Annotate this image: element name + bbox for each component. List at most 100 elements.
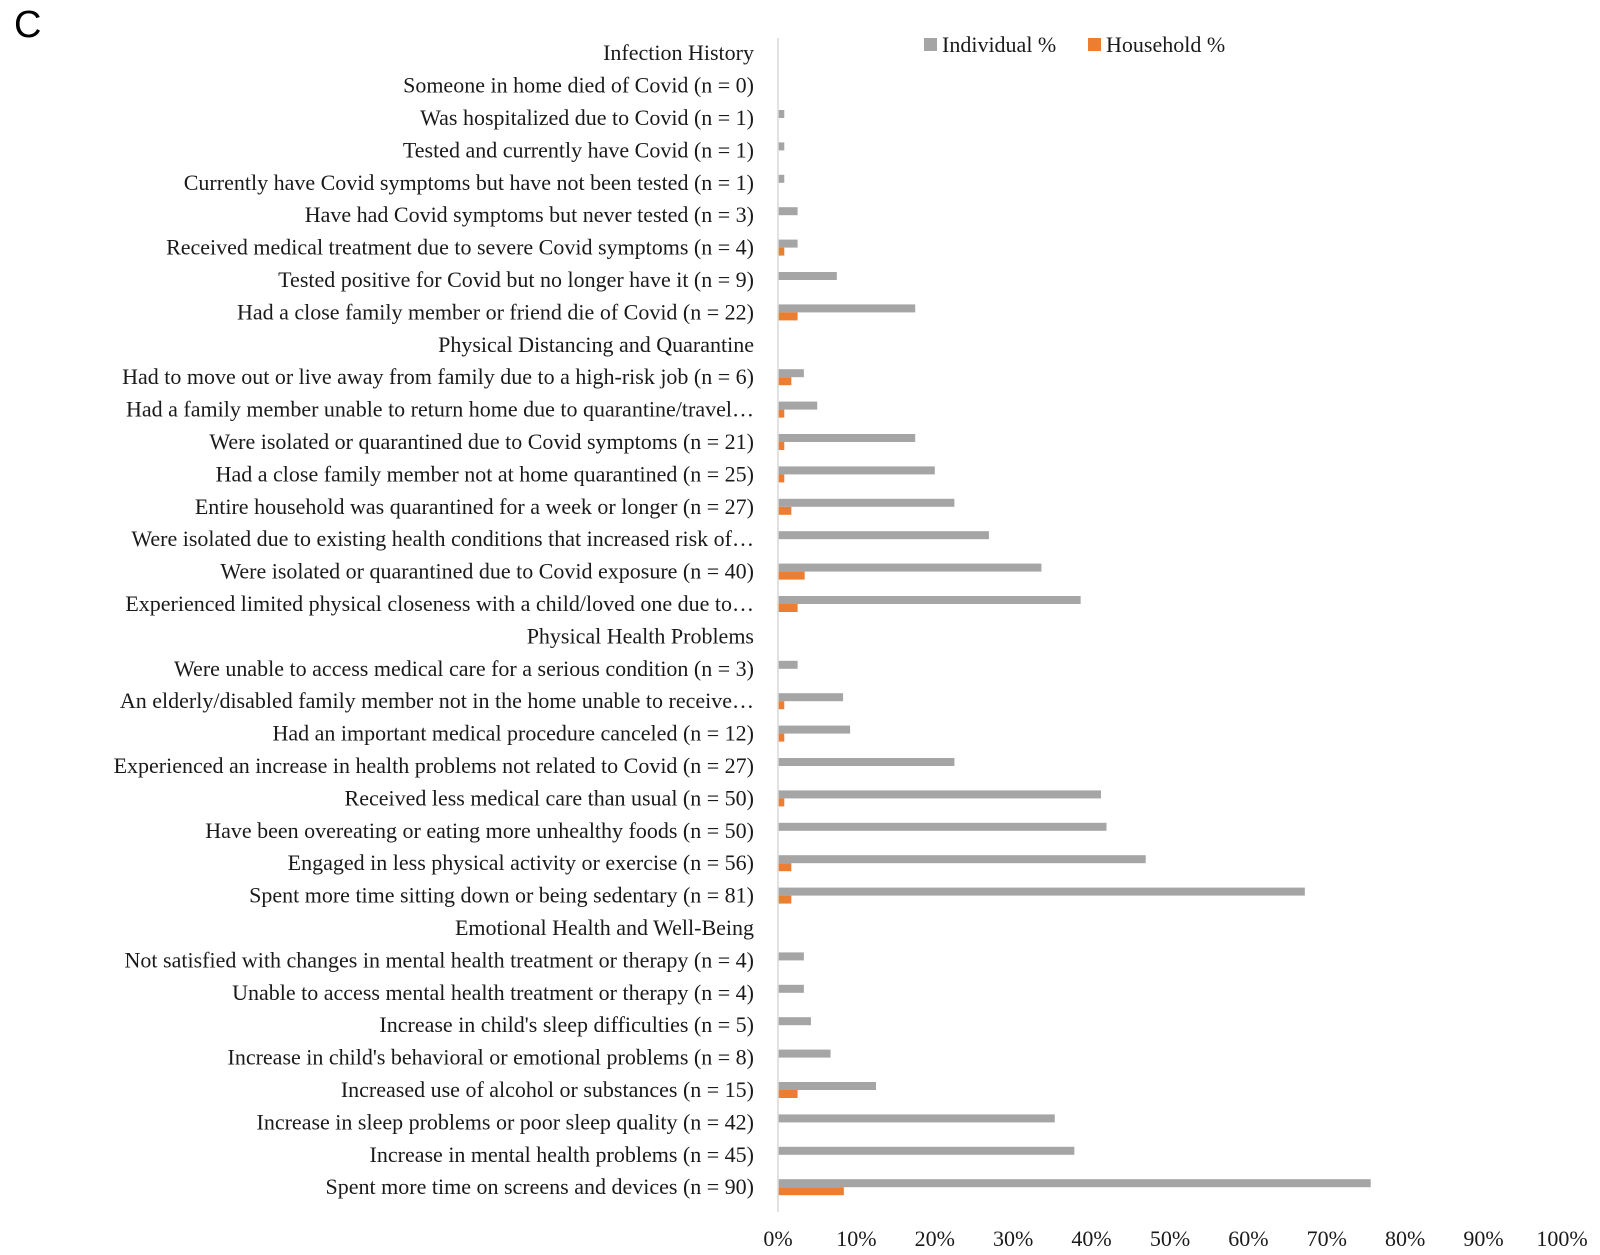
category-label: Physical Health Problems <box>527 623 754 648</box>
category-label: Were isolated or quarantined due to Covi… <box>209 429 754 454</box>
bar-household <box>778 1187 844 1196</box>
x-tick-label: 10% <box>836 1226 876 1251</box>
bar-individual <box>778 1114 1055 1123</box>
category-label: Had a family member unable to return hom… <box>126 397 754 422</box>
bar-household <box>778 247 785 256</box>
category-label: An elderly/disabled family member not in… <box>120 688 754 713</box>
category-label: Received medical treatment due to severe… <box>166 235 754 260</box>
category-label: Were isolated or quarantined due to Covi… <box>220 559 754 584</box>
category-label: Increase in sleep problems or poor sleep… <box>257 1109 754 1134</box>
category-label: Had an important medical procedure cance… <box>272 721 754 746</box>
bar-individual <box>778 239 798 248</box>
bar-individual <box>778 207 798 216</box>
legend-swatch-individual <box>924 38 937 51</box>
bar-household <box>778 377 792 386</box>
bar-individual <box>778 401 818 410</box>
category-label: Increased use of alcohol or substances (… <box>341 1077 754 1102</box>
bar-individual <box>778 887 1305 896</box>
category-label: Engaged in less physical activity or exe… <box>288 850 754 875</box>
bar-individual <box>778 855 1146 864</box>
bar-individual <box>778 531 989 540</box>
x-tick-label: 40% <box>1071 1226 1111 1251</box>
x-tick-label: 90% <box>1463 1226 1503 1251</box>
bar-household <box>778 895 792 904</box>
category-label: Have had Covid symptoms but never tested… <box>305 202 754 227</box>
bar-household <box>778 1090 798 1098</box>
x-tick-label: 80% <box>1385 1226 1425 1251</box>
bar-individual <box>778 790 1102 799</box>
bar-household <box>778 604 798 612</box>
category-label: Spent more time on screens and devices (… <box>326 1174 754 1199</box>
bar-household <box>778 571 805 580</box>
bar-individual <box>778 174 785 183</box>
bar-individual <box>778 596 1081 604</box>
bar-individual <box>778 822 1107 831</box>
category-label: Entire household was quarantined for a w… <box>195 494 754 519</box>
category-label: Experienced limited physical closeness w… <box>125 591 754 616</box>
category-labels: Infection History Someone in home died of… <box>114 40 754 1199</box>
bar-individual <box>778 272 837 280</box>
legend: Individual % Household % <box>924 32 1225 57</box>
bar-household <box>778 798 785 807</box>
legend-label-household: Household % <box>1106 32 1225 57</box>
category-label: Emotional Health and Well-Being <box>455 915 754 940</box>
bar-individual <box>778 434 916 442</box>
bar-individual <box>778 1049 831 1058</box>
legend-swatch-household <box>1088 38 1101 51</box>
bar-individual <box>778 1146 1075 1155</box>
bar-individual <box>778 369 804 378</box>
category-label: Someone in home died of Covid (n = 0) <box>403 73 754 98</box>
category-label: Increase in child's behavioral or emotio… <box>228 1045 755 1070</box>
bar-individual <box>778 952 804 961</box>
x-tick-label: 0% <box>763 1226 792 1251</box>
bar-individual <box>778 758 955 766</box>
category-label: Experienced an increase in health proble… <box>114 753 754 778</box>
bar-household <box>778 312 798 321</box>
bar-individual <box>778 1017 811 1026</box>
bars <box>778 110 1371 1196</box>
bar-individual <box>778 1082 876 1090</box>
category-label: Had a close family member not at home qu… <box>216 461 754 486</box>
x-axis-ticks: 0% 10% 20% 30% 40% 50% 60% 70% 80% 90% 100% <box>763 1226 1587 1251</box>
bar-individual <box>778 563 1042 572</box>
bar-individual <box>778 660 798 669</box>
x-tick-label: 70% <box>1307 1226 1347 1251</box>
bar-household <box>778 863 792 872</box>
bar-household <box>778 474 785 483</box>
category-label: Had to move out or live away from family… <box>122 364 754 389</box>
category-label: Were unable to access medical care for a… <box>174 656 754 681</box>
bar-individual <box>778 498 955 507</box>
category-label: Increase in child's sleep difficulties (… <box>379 1012 754 1037</box>
category-label: Tested and currently have Covid (n = 1) <box>403 137 754 162</box>
x-tick-label: 20% <box>915 1226 955 1251</box>
category-label: Was hospitalized due to Covid (n = 1) <box>420 105 754 130</box>
bar-individual <box>778 693 844 702</box>
x-tick-label: 50% <box>1150 1226 1190 1251</box>
legend-label-individual: Individual % <box>942 32 1056 57</box>
category-label: Were isolated due to existing health con… <box>131 526 754 551</box>
bar-individual <box>778 304 916 313</box>
bar-household <box>778 506 792 515</box>
x-tick-label: 100% <box>1536 1226 1587 1251</box>
bar-household <box>778 733 785 742</box>
bar-individual <box>778 466 935 475</box>
category-label: Infection History <box>603 40 754 65</box>
bar-individual <box>778 984 804 993</box>
category-label: Not satisfied with changes in mental hea… <box>125 947 754 972</box>
category-label: Had a close family member or friend die … <box>237 299 754 324</box>
category-label: Spent more time sitting down or being se… <box>249 883 754 908</box>
bar-individual <box>778 110 785 118</box>
category-label: Tested positive for Covid but no longer … <box>278 267 754 292</box>
bar-household <box>778 701 785 710</box>
bar-individual <box>778 725 851 734</box>
x-tick-label: 60% <box>1228 1226 1268 1251</box>
category-label: Have been overeating or eating more unhe… <box>205 818 754 843</box>
category-label: Currently have Covid symptoms but have n… <box>184 170 754 195</box>
bar-individual <box>778 1179 1371 1188</box>
category-label: Unable to access mental health treatment… <box>232 980 754 1005</box>
bar-household <box>778 442 785 450</box>
panel-label: C <box>14 4 42 46</box>
x-tick-label: 30% <box>993 1226 1033 1251</box>
bar-household <box>778 409 785 418</box>
